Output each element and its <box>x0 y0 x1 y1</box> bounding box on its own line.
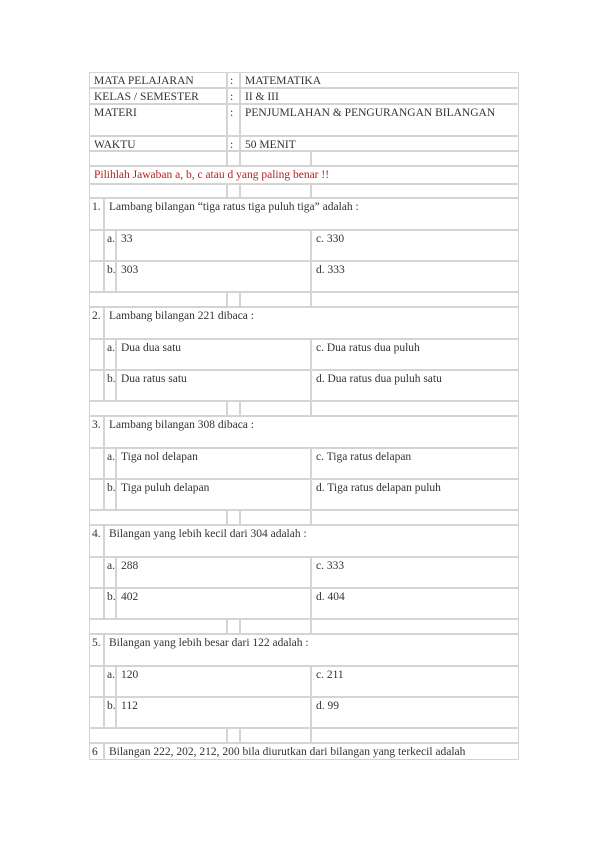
header-colon: : <box>227 72 240 88</box>
table-cell <box>89 261 104 292</box>
table-cell <box>89 619 227 634</box>
option-text: c. 330 <box>311 230 519 261</box>
option-text: c. 211 <box>311 666 519 697</box>
header-label: MATERI <box>89 104 227 136</box>
option-text: c. 333 <box>311 557 519 588</box>
question-number: 2. <box>89 307 104 339</box>
option-letter: a. <box>104 230 116 261</box>
table-cell <box>311 292 519 307</box>
table-cell <box>227 401 240 416</box>
table-cell <box>89 151 227 166</box>
table-cell <box>311 619 519 634</box>
table-cell <box>89 448 104 479</box>
table-cell <box>311 184 519 198</box>
header-colon: : <box>227 88 240 104</box>
table-cell <box>89 339 104 370</box>
question-text: Bilangan 222, 202, 212, 200 bila diurutk… <box>104 743 519 760</box>
option-text: d. 99 <box>311 697 519 728</box>
header-value: 50 MENIT <box>240 136 519 151</box>
option-text: Dua ratus satu <box>116 370 311 401</box>
header-label: MATA PELAJARAN <box>89 72 227 88</box>
header-value: PENJUMLAHAN & PENGURANGAN BILANGAN <box>240 104 519 136</box>
option-letter: a. <box>104 666 116 697</box>
option-text: 288 <box>116 557 311 588</box>
table-cell <box>89 588 104 619</box>
question-number: 3. <box>89 416 104 448</box>
question-text: Lambang bilangan 308 dibaca : <box>104 416 519 448</box>
option-text: d. 333 <box>311 261 519 292</box>
table-cell <box>240 151 311 166</box>
option-text: 402 <box>116 588 311 619</box>
option-text: c. Tiga ratus delapan <box>311 448 519 479</box>
question-number: 5. <box>89 634 104 666</box>
table-cell <box>240 184 311 198</box>
table-cell <box>89 184 227 198</box>
option-letter: a. <box>104 339 116 370</box>
header-colon: : <box>227 136 240 151</box>
option-text: d. Tiga ratus delapan puluh <box>311 479 519 510</box>
table-cell <box>89 728 227 743</box>
option-text: 303 <box>116 261 311 292</box>
question-number: 1. <box>89 198 104 230</box>
table-cell <box>240 292 311 307</box>
table-cell <box>227 292 240 307</box>
option-letter: a. <box>104 448 116 479</box>
table-cell <box>89 401 227 416</box>
header-label: WAKTU <box>89 136 227 151</box>
question-number: 4. <box>89 525 104 557</box>
option-text: Tiga puluh delapan <box>116 479 311 510</box>
option-text: d. 404 <box>311 588 519 619</box>
table-cell <box>311 510 519 525</box>
table-cell <box>89 697 104 728</box>
option-letter: b. <box>104 370 116 401</box>
table-cell <box>311 151 519 166</box>
instruction: Pilihlah Jawaban a, b, c atau d yang pal… <box>89 166 519 184</box>
table-cell <box>89 292 227 307</box>
table-cell <box>227 151 240 166</box>
header-value: II & III <box>240 88 519 104</box>
question-text: Lambang bilangan “tiga ratus tiga puluh … <box>104 198 519 230</box>
table-cell <box>89 666 104 697</box>
table-cell <box>311 728 519 743</box>
option-text: 120 <box>116 666 311 697</box>
option-letter: b. <box>104 479 116 510</box>
table-cell <box>227 510 240 525</box>
question-text: Lambang bilangan 221 dibaca : <box>104 307 519 339</box>
question-text: Bilangan yang lebih kecil dari 304 adala… <box>104 525 519 557</box>
header-colon: : <box>227 104 240 136</box>
table-cell <box>227 619 240 634</box>
header-label: KELAS / SEMESTER <box>89 88 227 104</box>
option-letter: a. <box>104 557 116 588</box>
question-number: 6 <box>89 743 104 760</box>
table-cell <box>89 557 104 588</box>
table-cell <box>89 230 104 261</box>
option-text: Tiga nol delapan <box>116 448 311 479</box>
table-cell <box>240 401 311 416</box>
table-cell <box>311 401 519 416</box>
option-letter: b. <box>104 588 116 619</box>
table-cell <box>240 619 311 634</box>
table-cell <box>227 184 240 198</box>
table-cell <box>240 510 311 525</box>
option-text: 33 <box>116 230 311 261</box>
option-letter: b. <box>104 261 116 292</box>
table-cell <box>240 728 311 743</box>
option-text: c. Dua ratus dua puluh <box>311 339 519 370</box>
option-text: d. Dua ratus dua puluh satu <box>311 370 519 401</box>
option-letter: b. <box>104 697 116 728</box>
table-cell <box>89 370 104 401</box>
header-value: MATEMATIKA <box>240 72 519 88</box>
table-cell <box>89 510 227 525</box>
question-text: Bilangan yang lebih besar dari 122 adala… <box>104 634 519 666</box>
option-text: Dua dua satu <box>116 339 311 370</box>
table-cell <box>89 479 104 510</box>
option-text: 112 <box>116 697 311 728</box>
table-cell <box>227 728 240 743</box>
